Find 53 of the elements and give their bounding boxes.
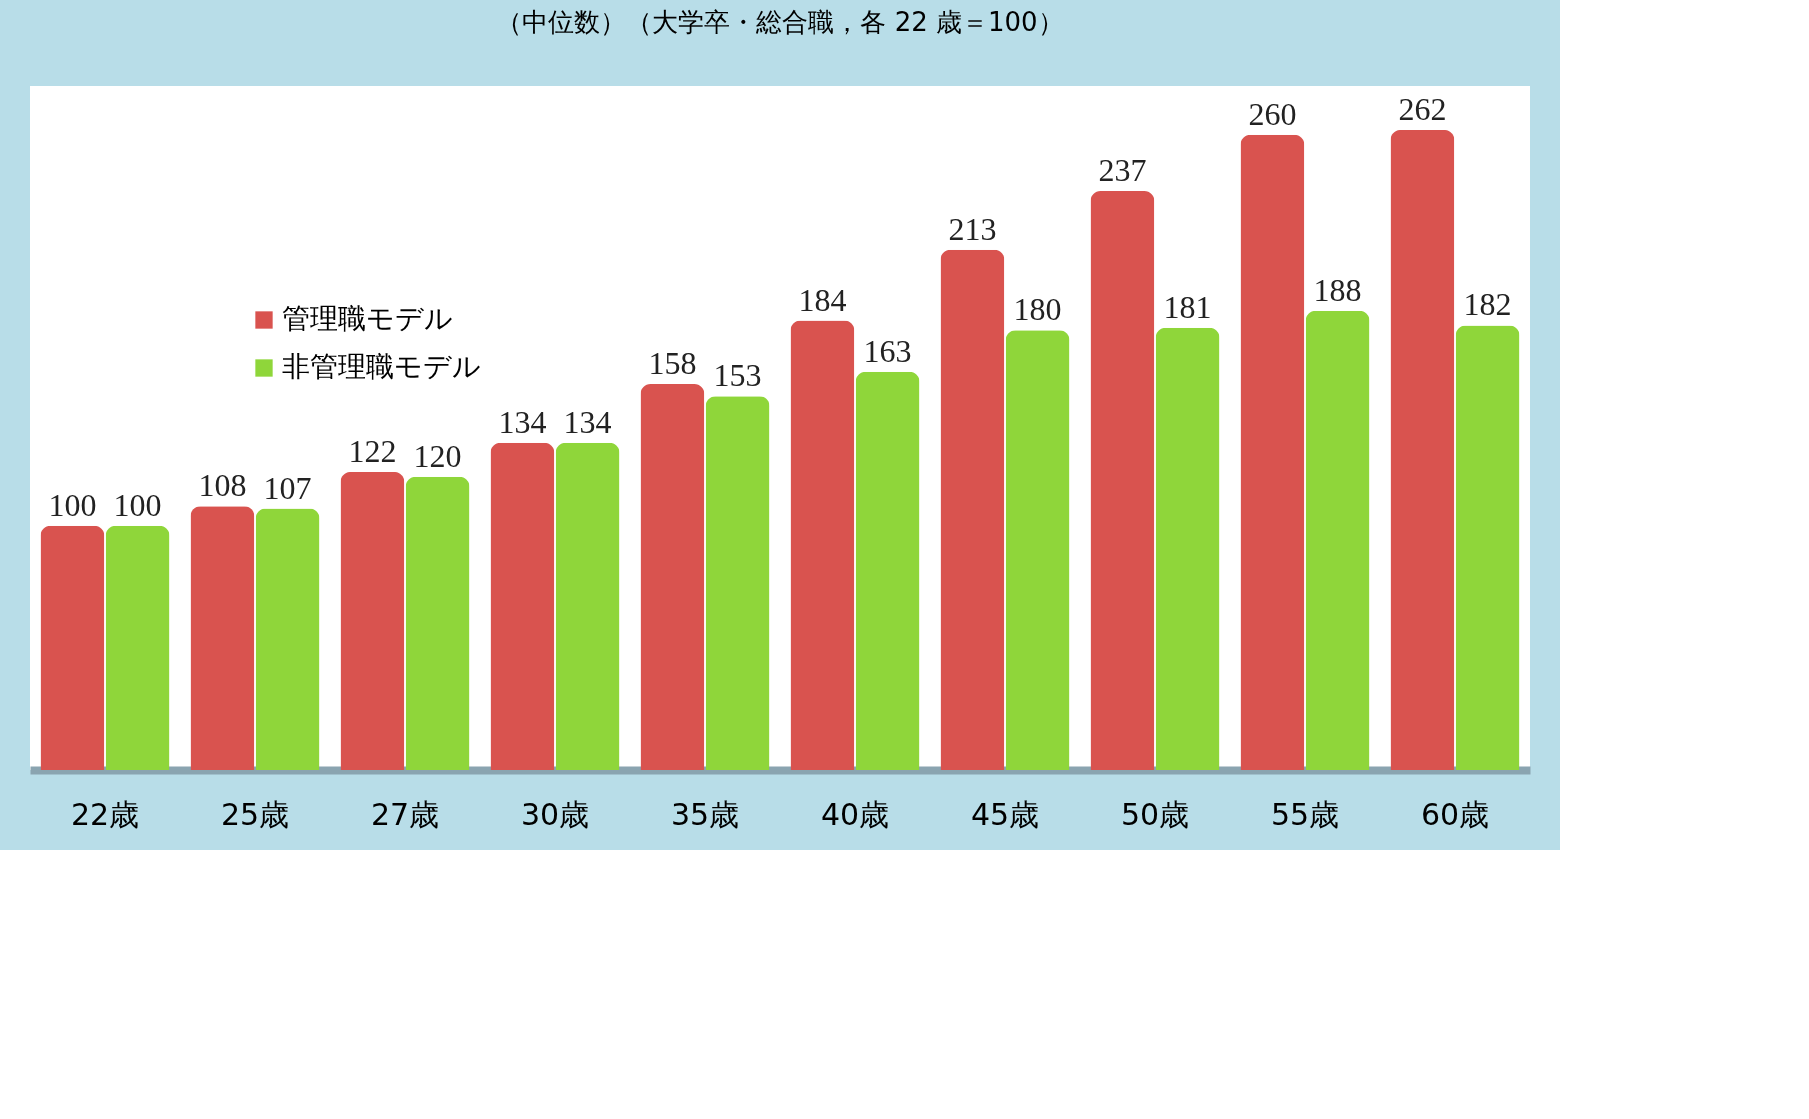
data-label: 260: [1248, 95, 1297, 132]
data-label: 134: [563, 403, 612, 440]
data-label: 180: [1013, 291, 1062, 328]
data-label: 184: [798, 281, 847, 318]
legend-label: 管理職モデル: [282, 302, 453, 335]
x-tick-label: 22歳: [70, 796, 140, 832]
chart-title: （中位数）（大学卒・総合職，各 22 歳＝100）: [496, 7, 1064, 37]
bar: [790, 320, 855, 770]
bar: [1090, 191, 1155, 770]
bar: [1005, 330, 1070, 770]
bar: [105, 525, 170, 770]
bar: [340, 471, 405, 770]
bar: [190, 506, 255, 770]
data-label: 100: [113, 486, 162, 523]
data-label: 153: [713, 357, 762, 394]
x-tick-label: 55歳: [1270, 796, 1340, 832]
bar: [255, 508, 320, 770]
data-label: 120: [413, 437, 462, 474]
data-label: 134: [498, 403, 547, 440]
data-label: 188: [1313, 271, 1362, 308]
bar: [1455, 325, 1520, 770]
x-tick-label: 40歳: [820, 796, 890, 832]
data-label: 100: [48, 486, 97, 523]
bar: [555, 442, 620, 770]
data-label: 237: [1098, 152, 1147, 189]
bar: [705, 396, 770, 770]
data-label: 181: [1163, 288, 1212, 325]
x-tick-label: 30歳: [520, 796, 590, 832]
bar: [855, 371, 920, 770]
bar: [40, 525, 105, 770]
data-label: 163: [863, 332, 912, 369]
data-label: 213: [948, 210, 997, 247]
data-label: 158: [648, 345, 697, 382]
bar: [1155, 327, 1220, 770]
x-tick-label: 25歳: [220, 796, 290, 832]
data-label: 122: [348, 432, 397, 469]
x-tick-label: 45歳: [970, 796, 1040, 832]
x-tick-label: 35歳: [670, 796, 740, 832]
bar: [940, 249, 1005, 770]
legend-label: 非管理職モデル: [282, 350, 481, 383]
bar: [490, 442, 555, 770]
bar: [640, 384, 705, 770]
bar: [1240, 134, 1305, 770]
bar: [405, 476, 470, 770]
data-label: 262: [1398, 90, 1447, 127]
data-label: 107: [263, 469, 312, 506]
x-tick-label: 50歳: [1120, 796, 1190, 832]
x-tick-label: 60歳: [1420, 796, 1490, 832]
data-label: 182: [1463, 286, 1512, 323]
bar: [1305, 310, 1370, 770]
bar: [1390, 129, 1455, 770]
x-tick-label: 27歳: [370, 796, 440, 832]
data-label: 108: [198, 467, 247, 504]
